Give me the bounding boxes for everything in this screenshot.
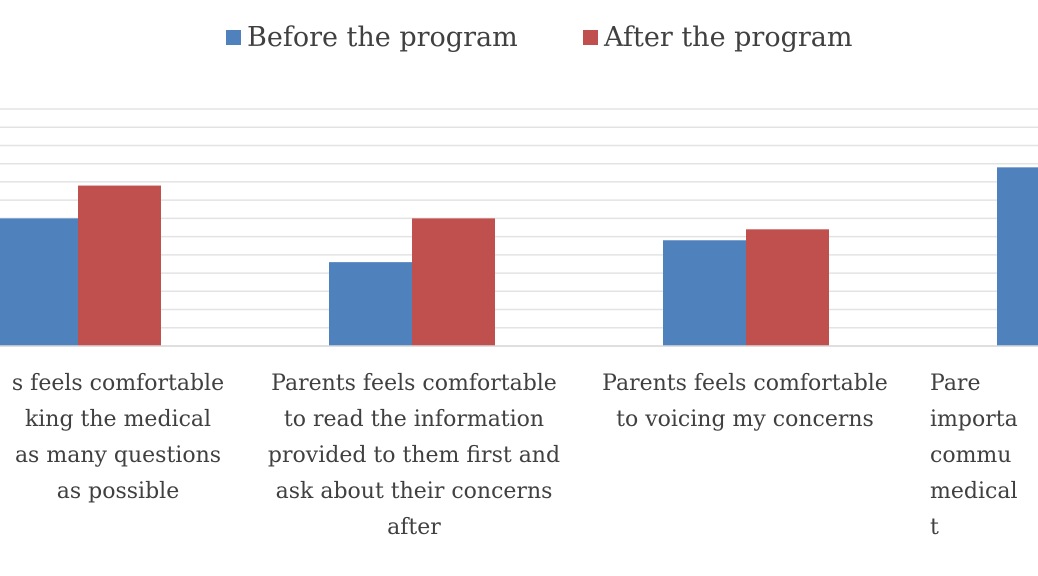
bar-before-1 — [0, 218, 78, 346]
bar-before-2 — [329, 262, 412, 346]
legend-label-after: After the program — [604, 22, 853, 53]
legend-label-before: Before the program — [247, 22, 518, 53]
legend-item-after: After the program — [583, 22, 852, 53]
bars — [0, 167, 1038, 346]
bar-after-1 — [78, 185, 161, 346]
gridlines — [0, 108, 1038, 347]
bar-after-3 — [746, 229, 829, 346]
category-label-4: Pare importa commu medical t — [930, 371, 1018, 540]
legend-swatch-before — [226, 30, 241, 45]
category-label-2: Parents feels comfortable to read the in… — [267, 371, 561, 540]
legend-item-before: Before the program — [226, 22, 518, 53]
legend-swatch-after — [583, 30, 598, 45]
category-label-1: s feels comfortable king the medical as … — [11, 371, 225, 504]
bar-after-2 — [412, 218, 495, 346]
bar-before-4 — [997, 167, 1038, 346]
bar-before-3 — [663, 240, 746, 346]
category-label-3: Parents feels comfortable to voicing my … — [602, 371, 888, 432]
legend: Before the program After the program — [0, 22, 1038, 62]
